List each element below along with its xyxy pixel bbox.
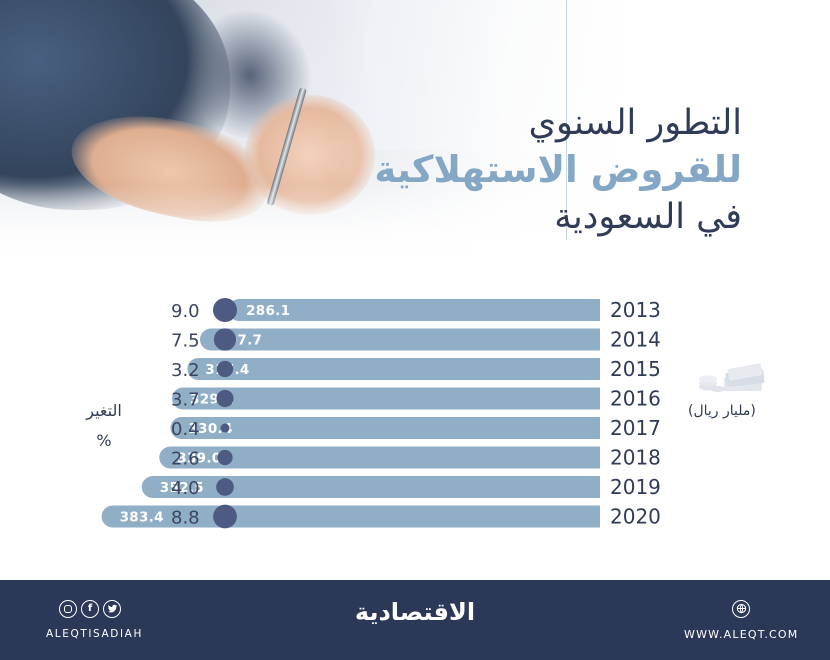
change-bubble-2018 <box>217 449 233 466</box>
instagram-icon[interactable] <box>59 600 77 618</box>
twitter-icon[interactable] <box>103 600 121 618</box>
year-label-2019: 2019 <box>610 475 661 499</box>
change-value-2013: 9.0 <box>171 301 200 322</box>
bar-2018 <box>159 446 600 469</box>
social-handle[interactable]: ALEQTISADIAH <box>46 628 143 640</box>
bar-2016 <box>172 387 601 410</box>
change-bubble-2013 <box>213 298 237 322</box>
bar-2013 <box>228 299 600 321</box>
facebook-icon[interactable]: f <box>81 600 99 618</box>
change-value-2017: 0.4 <box>171 419 200 440</box>
bar-value-2019: 352.5 <box>160 480 204 496</box>
change-value-2020: 8.8 <box>171 508 200 529</box>
year-label-2017: 2017 <box>610 416 661 440</box>
title-line-3: في السعودية <box>554 197 742 237</box>
change-value-2014: 7.5 <box>171 331 200 352</box>
chart-title: التطور السنوي للقروض الاستهلاكية في السع… <box>374 100 742 240</box>
change-bubble-2014 <box>213 328 237 351</box>
bar-value-2017: 330.4 <box>188 421 232 437</box>
change-label: التغير % <box>80 396 128 456</box>
photo-fade <box>330 0 830 300</box>
header-photo <box>0 0 830 300</box>
change-value-2018: 2.6 <box>171 449 200 470</box>
title-line-2: للقروض الاستهلاكية <box>374 148 742 191</box>
bar-2019 <box>141 476 600 498</box>
change-label-text: التغير <box>86 401 122 420</box>
unit-label: (مليار ريال) <box>688 403 756 419</box>
title-line-1: التطور السنوي <box>528 103 742 143</box>
brand-logo: الاقتصادية <box>354 598 476 626</box>
change-value-2019: 4.0 <box>171 478 200 499</box>
year-label-2013: 2013 <box>610 298 661 322</box>
footer-bar: f ALEQTISADIAH الاقتصادية WWW.ALEQT.COM <box>0 580 830 660</box>
year-label-2020: 2020 <box>610 505 661 529</box>
year-label-2018: 2018 <box>610 446 661 470</box>
bar-2017 <box>170 417 600 439</box>
bar-value-2018: 339.0 <box>177 451 221 467</box>
money-stack-icon <box>699 363 765 392</box>
bar-value-2013: 286.1 <box>246 303 290 319</box>
change-percent-sign: % <box>96 431 112 450</box>
change-bubble-2016 <box>216 389 234 408</box>
change-bubble-2015 <box>216 360 234 378</box>
change-bubble-2020 <box>213 504 237 529</box>
website-url[interactable]: WWW.ALEQT.COM <box>684 628 799 641</box>
change-bubble-2019 <box>216 478 234 496</box>
change-value-2015: 3.2 <box>171 360 200 381</box>
globe-icon[interactable] <box>732 600 750 618</box>
photo-divider <box>566 0 567 240</box>
year-label-2015: 2015 <box>610 357 661 381</box>
bar-value-2020: 383.4 <box>120 510 164 526</box>
year-label-2014: 2014 <box>610 328 661 352</box>
change-bubble-2017 <box>220 423 230 433</box>
change-value-2016: 3.7 <box>171 390 200 411</box>
bar-2015 <box>187 358 600 380</box>
year-label-2016: 2016 <box>610 387 661 411</box>
bar-2014 <box>199 328 601 351</box>
